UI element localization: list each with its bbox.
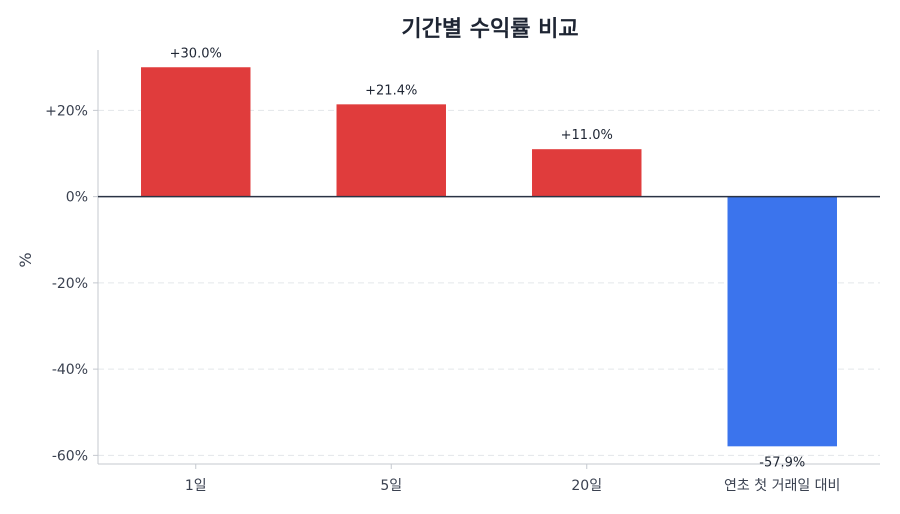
x-tick-label: 1일	[185, 478, 207, 494]
data-label: +21.4%	[365, 83, 417, 98]
axis-layer: +20% 0% -20% -40% -60% 1일 5일 20일 연초 첫 거래일 대비	[45, 50, 880, 494]
data-label: -57.9%	[759, 455, 805, 470]
bar	[336, 104, 446, 197]
label-layer: +30.0% +21.4% +11.0% -57.9%	[170, 46, 806, 470]
x-tick-label: 20일	[571, 478, 602, 494]
y-tick-label: -20%	[52, 276, 88, 292]
data-label: +11.0%	[561, 128, 613, 143]
data-label: +30.0%	[170, 46, 222, 61]
bar	[141, 67, 251, 197]
bar-layer	[141, 67, 837, 447]
y-tick-label: +20%	[45, 103, 88, 119]
y-tick-label: -60%	[52, 448, 88, 464]
x-tick-label: 연초 첫 거래일 대비	[724, 478, 840, 494]
y-tick-label: 0%	[66, 190, 88, 206]
bar	[727, 196, 837, 447]
chart-title: 기간별 수익률 비교	[401, 17, 578, 42]
y-tick-label: -40%	[52, 362, 88, 378]
y-axis-label: %	[16, 252, 35, 267]
x-tick-label: 5일	[380, 478, 402, 494]
bar	[532, 149, 642, 197]
